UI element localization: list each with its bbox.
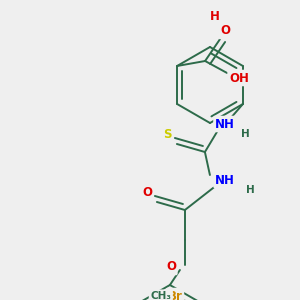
Text: O: O bbox=[166, 260, 176, 274]
Text: NH: NH bbox=[215, 173, 235, 187]
Text: H: H bbox=[210, 11, 220, 23]
Text: H: H bbox=[245, 185, 254, 195]
Text: NH: NH bbox=[215, 118, 235, 130]
Text: O: O bbox=[142, 185, 152, 199]
Text: H: H bbox=[241, 129, 249, 139]
Text: O: O bbox=[220, 25, 230, 38]
Text: S: S bbox=[163, 128, 171, 140]
Text: Br: Br bbox=[168, 290, 182, 300]
Text: CH₃: CH₃ bbox=[150, 291, 171, 300]
Text: OH: OH bbox=[229, 71, 249, 85]
